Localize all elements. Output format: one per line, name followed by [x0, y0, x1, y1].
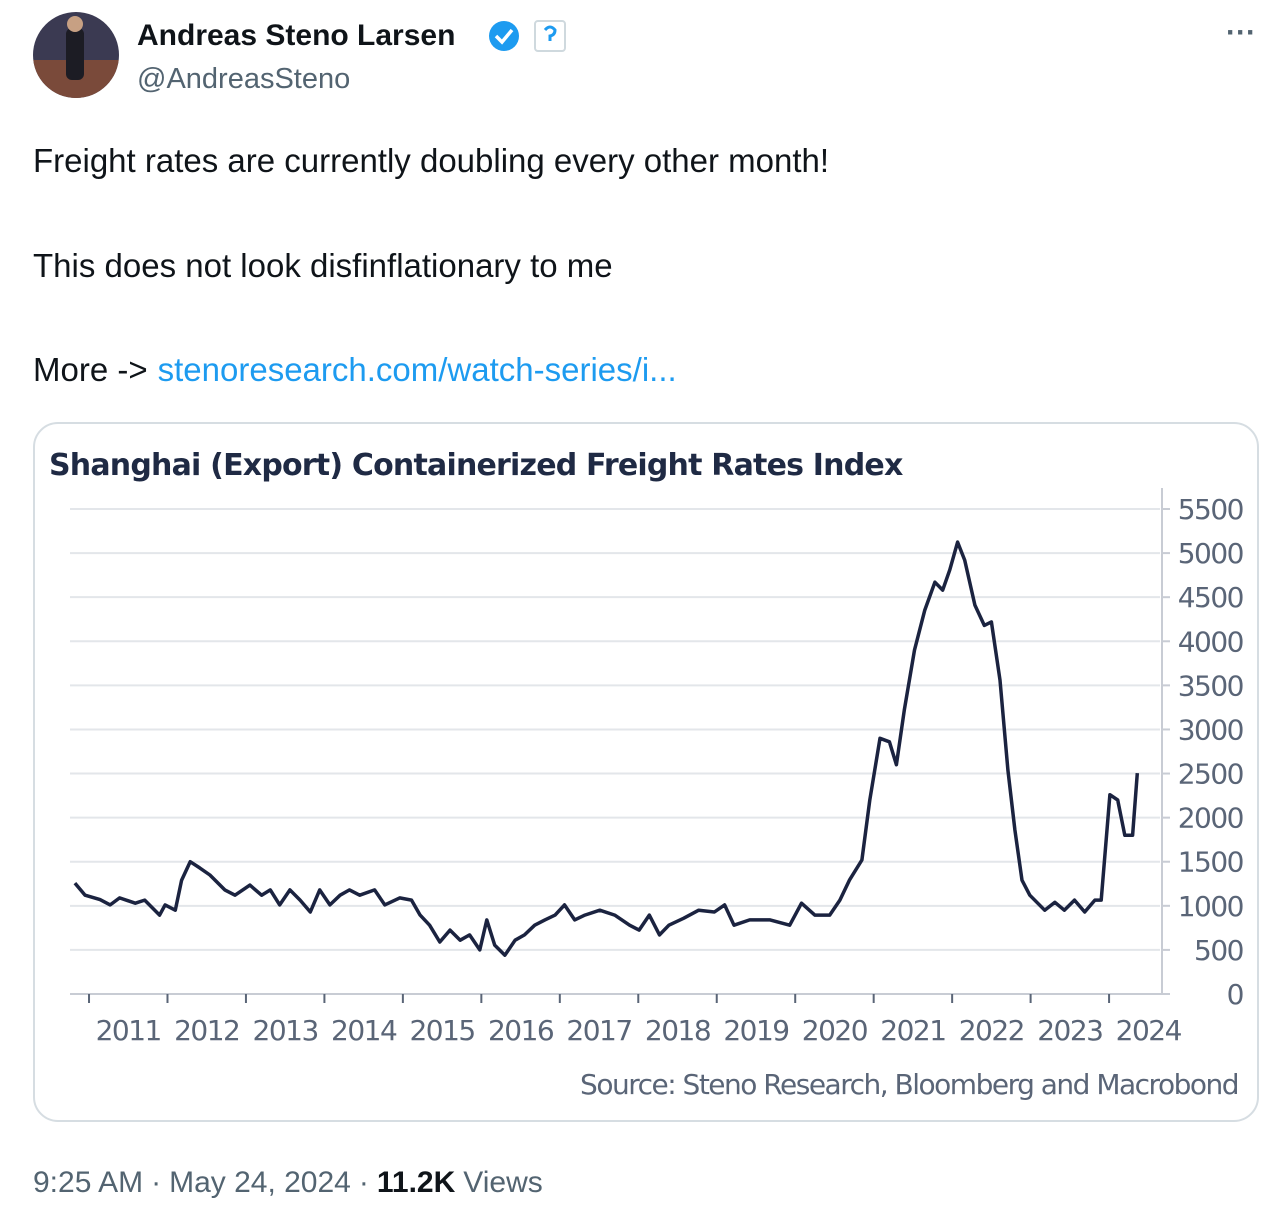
y-tick-label: 5000	[1178, 537, 1243, 570]
plot: 0 500 1000 1500 2000 2500 3000 3500 4000 4500 5000…	[70, 488, 1245, 1047]
y-tick-label: 3500	[1178, 669, 1243, 702]
x-tick-label: 2012	[174, 1014, 239, 1047]
separator: ·	[359, 1166, 369, 1199]
x-tick-label: 2019	[723, 1014, 788, 1047]
x-tick-label: 2021	[880, 1014, 945, 1047]
x-tick-label: 2015	[409, 1014, 474, 1047]
views-count: 11.2K	[377, 1166, 456, 1199]
chart-source: Source: Steno Research, Bloomberg and Ma…	[580, 1068, 1238, 1101]
timestamp: 9:25 AM · May 24, 2024 · 11.2K Views	[33, 1166, 543, 1199]
verified-badge	[489, 21, 519, 51]
x-tick-label: 2014	[331, 1014, 397, 1047]
x-tick-label: 2022	[959, 1014, 1024, 1047]
x-tick-label: 2018	[645, 1014, 710, 1047]
y-tick-label: 3000	[1178, 713, 1243, 746]
y-tick-label: 0	[1227, 978, 1243, 1011]
x-tick-label: 2024	[1116, 1014, 1182, 1047]
x-tick-label: 2013	[253, 1014, 318, 1047]
views-label: Views	[463, 1166, 542, 1199]
y-tick-label: 4000	[1178, 625, 1243, 658]
y-tick-label: 500	[1194, 934, 1243, 967]
link[interactable]: stenoresearch.com/watch-series/i...	[158, 351, 677, 388]
x-tick-label: 2020	[802, 1014, 867, 1047]
tweet-text: Freight rates are currently doubling eve…	[33, 142, 829, 179]
y-tick-label: 2500	[1178, 758, 1243, 791]
tweet-text: This does not look disfinflationary to m…	[33, 247, 613, 284]
date[interactable]: May 24, 2024	[169, 1166, 351, 1199]
tweet-text: More -> stenoresearch.com/watch-series/i.…	[33, 351, 677, 388]
more-label: More ->	[33, 351, 148, 388]
y-tick-label: 1500	[1178, 846, 1243, 879]
more-menu[interactable]: ···	[1226, 16, 1256, 49]
x-tick-label: 2023	[1037, 1014, 1102, 1047]
handle[interactable]: @AndreasSteno	[137, 63, 350, 95]
time[interactable]: 9:25 AM	[33, 1166, 143, 1199]
y-tick-label: 1000	[1178, 890, 1243, 923]
series-line	[73, 540, 1140, 957]
chart-title: Shanghai (Export) Containerized Freight …	[49, 448, 903, 483]
y-tick-label: 5500	[1178, 493, 1243, 526]
avatar[interactable]	[33, 12, 119, 100]
x-tick-label: 2017	[566, 1014, 631, 1047]
separator: ·	[151, 1166, 161, 1199]
x-tick-label: 2011	[96, 1014, 161, 1047]
x-tick-label: 2016	[488, 1014, 554, 1047]
author-name[interactable]: Andreas Steno Larsen	[137, 19, 455, 52]
y-tick-label: 2000	[1178, 802, 1243, 835]
affiliate-badge[interactable]	[534, 20, 566, 52]
y-tick-label: 4500	[1178, 581, 1243, 614]
